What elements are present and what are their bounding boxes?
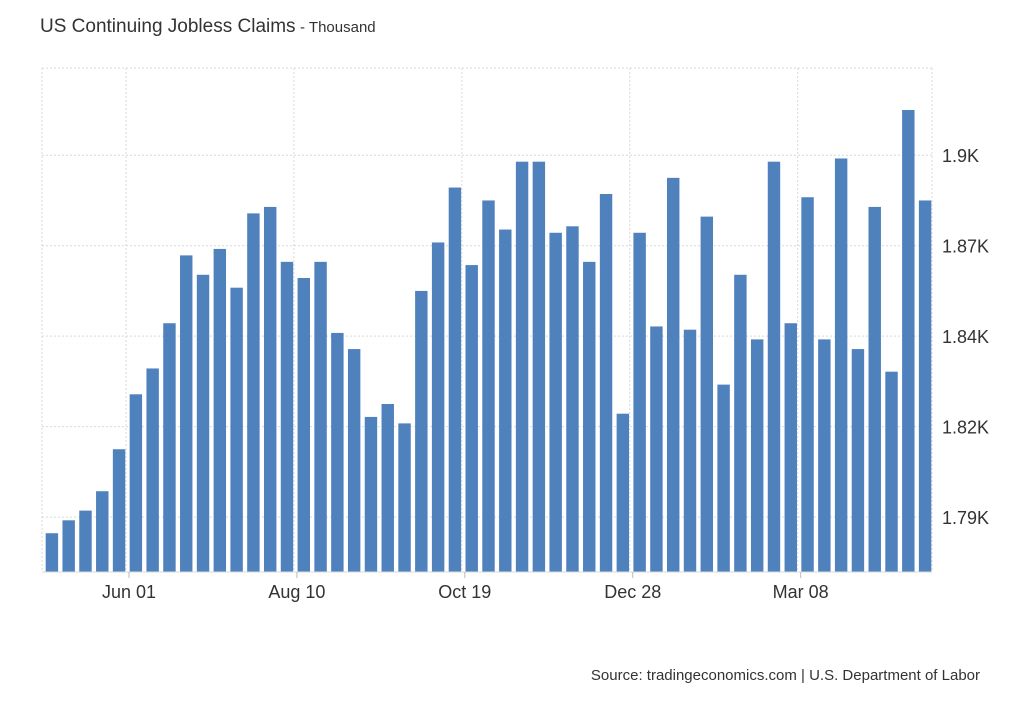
- bar: [415, 290, 428, 572]
- chart-title-row: US Continuing Jobless Claims - Thousand: [40, 16, 376, 38]
- bar: [247, 213, 260, 572]
- bar: [230, 287, 243, 572]
- bar: [918, 200, 932, 572]
- bar: [347, 349, 361, 572]
- y-tick-label: 1.9K: [942, 146, 979, 166]
- bar: [700, 216, 714, 572]
- source-note: Source: tradingeconomics.com | U.S. Depa…: [590, 667, 980, 684]
- bar: [297, 278, 310, 572]
- bar: [448, 187, 462, 573]
- bar: [650, 326, 663, 572]
- bar: [331, 332, 344, 572]
- bar: [79, 510, 92, 572]
- bar: [633, 232, 646, 572]
- bar: [45, 533, 59, 572]
- bar: [62, 520, 75, 572]
- bar: [364, 416, 378, 572]
- bar: [784, 323, 797, 572]
- y-tick-label: 1.82K: [942, 418, 989, 438]
- bar: [112, 449, 126, 572]
- y-tick-label: 1.79K: [942, 508, 989, 528]
- bar: [599, 194, 613, 572]
- bar: [851, 349, 865, 572]
- bar: [566, 226, 579, 573]
- bar: [180, 255, 193, 572]
- chart-subtitle: - Thousand: [300, 19, 376, 36]
- bar: [96, 491, 109, 572]
- bar: [683, 329, 697, 572]
- bar: [465, 265, 478, 572]
- bar: [734, 274, 747, 572]
- bar: [381, 404, 394, 572]
- bar: [583, 261, 596, 572]
- bar: [398, 423, 411, 572]
- bar: [213, 248, 227, 572]
- bar: [263, 206, 277, 572]
- x-tick-label: Oct 19: [438, 582, 491, 602]
- bar: [717, 384, 730, 572]
- bar: [196, 274, 210, 572]
- bar: [314, 261, 327, 572]
- bar: [767, 161, 781, 572]
- bar: [667, 177, 680, 572]
- x-tick-label: Aug 10: [268, 582, 325, 602]
- y-tick-label: 1.84K: [942, 327, 989, 347]
- bar: [616, 413, 630, 572]
- x-tick-label: Mar 08: [773, 582, 829, 602]
- bar: [146, 368, 159, 572]
- bar: [129, 394, 143, 572]
- bar: [885, 371, 898, 572]
- bar: [499, 229, 512, 573]
- bar: [818, 339, 831, 572]
- bar: [280, 261, 294, 572]
- bar: [515, 161, 529, 572]
- x-tick-label: Dec 28: [604, 582, 661, 602]
- bar: [902, 110, 915, 572]
- bar: [163, 323, 176, 572]
- bar: [834, 158, 848, 572]
- bar: [750, 339, 764, 572]
- x-tick-label: Jun 01: [102, 582, 156, 602]
- bar: [431, 242, 445, 572]
- bar: [801, 197, 814, 572]
- y-tick-label: 1.87K: [942, 237, 989, 257]
- bar: [482, 200, 495, 572]
- bar: [532, 161, 546, 572]
- bar: [549, 232, 562, 572]
- bar: [868, 206, 881, 572]
- chart-title: US Continuing Jobless Claims: [40, 16, 296, 37]
